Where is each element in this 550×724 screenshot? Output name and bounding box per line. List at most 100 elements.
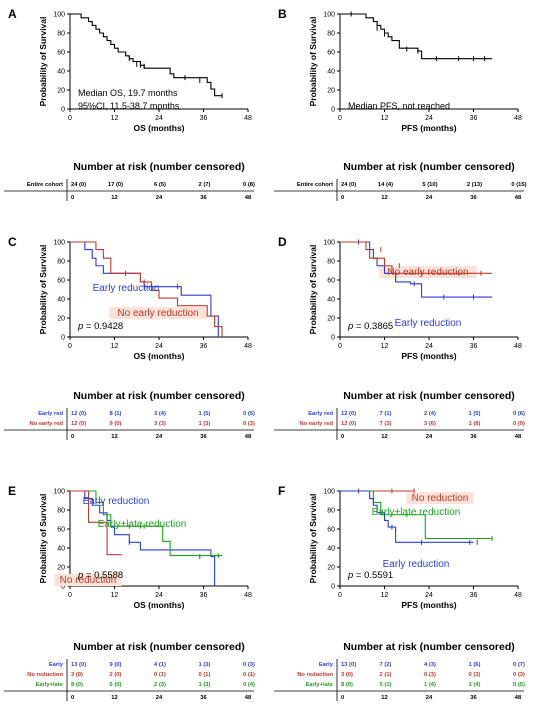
panel-letter: B <box>278 7 287 21</box>
x-tick-label: 36 <box>200 115 208 122</box>
risk-timepoint: 48 <box>245 695 252 701</box>
risk-cell: 9 (0) <box>110 421 122 427</box>
y-tick-label: 100 <box>53 240 65 247</box>
risk-cell: 0 (5) <box>513 682 525 688</box>
risk-table-title: Number at risk (number censored) <box>73 641 245 653</box>
x-tick-label: 12 <box>111 343 119 350</box>
x-tick-label: 24 <box>425 592 433 599</box>
y-tick-label: 20 <box>327 316 335 323</box>
risk-timepoint: 36 <box>200 434 207 440</box>
risk-cell: 0 (9) <box>513 421 525 427</box>
risk-table-title: Number at risk (number censored) <box>73 161 245 173</box>
risk-cell: 3 (0) <box>71 672 83 678</box>
risk-cell: 2 (3) <box>154 682 166 688</box>
y-tick-label: 60 <box>327 50 335 57</box>
p-value: p = 0.5588 <box>77 570 123 581</box>
p-value: p = 0.3865 <box>347 321 393 332</box>
risk-cell: 3 (3) <box>154 421 166 427</box>
x-tick-label: 0 <box>68 343 72 350</box>
risk-cell: 6 (5) <box>154 182 166 188</box>
x-axis-label: OS (months) <box>134 600 185 610</box>
y-tick-label: 0 <box>61 107 65 114</box>
risk-table: Number at risk (number censored) Early 13 … <box>274 641 525 701</box>
km-curve <box>340 13 493 60</box>
y-axis-label: Probability of Survival <box>38 17 48 107</box>
x-tick-label: 24 <box>425 343 433 350</box>
p-value-symbol: p <box>347 321 353 332</box>
x-tick-label: 48 <box>244 343 252 350</box>
risk-timepoint: 12 <box>381 195 387 201</box>
risk-timepoint: 12 <box>111 695 117 701</box>
risk-cell: 5 (10) <box>422 182 437 188</box>
risk-cell: 3 (6) <box>424 421 436 427</box>
curve-labels <box>379 266 477 278</box>
risk-timepoint: 0 <box>71 695 74 701</box>
risk-cell: 0 (5) <box>243 411 255 417</box>
risk-timepoint: 12 <box>381 695 387 701</box>
risk-cell: 2 (13) <box>467 182 482 188</box>
x-tick-label: 12 <box>381 592 389 599</box>
p-value-equals: = <box>353 570 364 581</box>
risk-table-title: Number at risk (number censored) <box>343 641 515 653</box>
p-value-symbol: p <box>347 570 353 581</box>
risk-timepoint: 24 <box>426 195 433 201</box>
y-tick-label: 80 <box>57 259 65 266</box>
risk-cell: 0 (1) <box>243 672 255 678</box>
risk-cell: 1 (4) <box>469 682 481 688</box>
risk-timepoint: 24 <box>156 195 163 201</box>
risk-timepoint: 48 <box>515 434 522 440</box>
risk-cell: 0 (15) <box>511 182 526 188</box>
curve-label-bg <box>406 492 474 504</box>
risk-table-title: Number at risk (number censored) <box>343 161 515 173</box>
risk-row-label: Entire cohort <box>27 182 63 188</box>
y-tick-label: 100 <box>53 12 65 19</box>
risk-timepoint: 36 <box>200 695 207 701</box>
risk-timepoint: 0 <box>341 195 344 201</box>
risk-row-label: Early+late <box>35 682 63 688</box>
y-tick-label: 100 <box>323 12 335 19</box>
risk-cell: 1 (5) <box>469 411 481 417</box>
risk-table: Number at risk (number censored) Early 13 … <box>4 641 255 701</box>
p-value-symbol: p <box>77 570 83 581</box>
risk-table-title: Number at risk (number censored) <box>73 390 245 402</box>
p-value-number: 0.3865 <box>364 321 393 332</box>
y-tick-label: 100 <box>53 489 65 496</box>
annotation-text: Median PFS, not reached <box>348 101 450 111</box>
risk-table-title: Number at risk (number censored) <box>343 390 515 402</box>
y-tick-label: 80 <box>327 31 335 38</box>
risk-timepoint: 0 <box>341 695 344 701</box>
x-tick-label: 36 <box>470 343 478 350</box>
y-tick-label: 40 <box>327 69 335 76</box>
risk-timepoint: 12 <box>381 434 387 440</box>
panel-letter: A <box>8 7 17 21</box>
y-tick-label: 20 <box>57 316 65 323</box>
risk-timepoint: 0 <box>341 434 344 440</box>
risk-cell: 2 (1) <box>380 672 392 678</box>
risk-timepoint: 0 <box>71 434 74 440</box>
x-tick-label: 0 <box>338 592 342 599</box>
y-tick-label: 20 <box>327 88 335 95</box>
risk-timepoint: 48 <box>515 195 522 201</box>
x-tick-label: 48 <box>514 343 522 350</box>
risk-timepoint: 12 <box>111 434 117 440</box>
risk-cell: 0 (6) <box>513 411 525 417</box>
chart-panel-b: B 0 20 40 60 80 100 0 12 24 36 48 PFS (months) Probab… <box>274 7 527 201</box>
curve-labels <box>406 492 474 504</box>
x-tick-label: 48 <box>244 592 252 599</box>
risk-cell: 1 (4) <box>424 682 436 688</box>
y-tick-label: 0 <box>331 584 335 591</box>
p-value-symbol: p <box>77 321 83 332</box>
risk-timepoint: 24 <box>426 695 433 701</box>
curve-label-early-reduction: Early reduction <box>93 283 160 294</box>
y-tick-label: 60 <box>327 527 335 534</box>
x-tick-label: 12 <box>381 343 389 350</box>
x-tick-label: 0 <box>68 592 72 599</box>
risk-timepoint: 48 <box>245 195 252 201</box>
x-tick-label: 12 <box>111 115 119 122</box>
y-axis-label: Probability of Survival <box>38 245 48 335</box>
p-value-number: 0.5591 <box>364 570 393 581</box>
risk-cell: 2 (4) <box>424 411 436 417</box>
x-tick-label: 36 <box>200 343 208 350</box>
x-tick-label: 0 <box>338 115 342 122</box>
